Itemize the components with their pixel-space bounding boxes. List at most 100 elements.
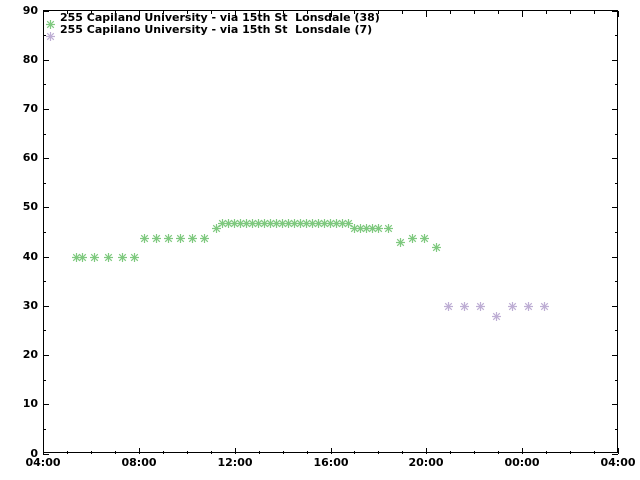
tick-mark — [522, 447, 523, 454]
tick-mark — [615, 380, 618, 381]
tick-mark — [211, 450, 212, 454]
tick-mark — [187, 10, 188, 14]
data-point-series-1 — [459, 296, 469, 312]
tick-mark — [43, 11, 49, 12]
tick-mark — [615, 35, 618, 36]
data-point-series-0 — [140, 228, 150, 243]
data-point-series-1 — [523, 296, 533, 312]
data-point-series-0 — [407, 228, 417, 243]
tick-mark — [426, 447, 427, 454]
y-tick-label: 20 — [22, 348, 38, 361]
tick-mark — [43, 232, 46, 233]
tick-mark — [474, 450, 475, 454]
tick-mark — [259, 10, 260, 14]
data-point-series-0 — [373, 218, 383, 233]
tick-mark — [612, 60, 618, 61]
tick-mark — [139, 447, 140, 454]
tick-mark — [43, 10, 44, 17]
data-point-series-0 — [254, 213, 264, 228]
data-point-series-0 — [152, 228, 162, 243]
tick-mark — [43, 429, 46, 430]
data-point-series-0 — [337, 213, 347, 228]
tick-mark — [402, 450, 403, 454]
tick-mark — [115, 10, 116, 14]
tick-mark — [570, 10, 571, 14]
legend: 255 Capilano University - via 15th St Lo… — [46, 12, 380, 41]
tick-mark — [283, 10, 284, 14]
tick-mark — [43, 380, 46, 381]
tick-mark — [354, 450, 355, 454]
tick-mark — [612, 207, 618, 208]
tick-mark — [43, 454, 49, 455]
tick-mark — [546, 10, 547, 14]
tick-mark — [615, 183, 618, 184]
tick-mark — [43, 404, 49, 405]
tick-mark — [615, 134, 618, 135]
tick-mark — [163, 450, 164, 454]
tick-mark — [187, 450, 188, 454]
tick-mark — [612, 306, 618, 307]
y-tick-label: 30 — [22, 299, 38, 312]
tick-mark — [67, 10, 68, 14]
tick-mark — [498, 450, 499, 454]
tick-mark — [570, 450, 571, 454]
x-tick-label: 00:00 — [504, 456, 540, 469]
tick-mark — [426, 10, 427, 17]
data-point-series-0 — [188, 228, 198, 243]
tick-mark — [43, 183, 46, 184]
data-point-series-0 — [383, 218, 393, 233]
data-point-series-0 — [104, 247, 114, 263]
tick-mark — [43, 60, 49, 61]
tick-mark — [331, 10, 332, 17]
x-tick-label: 08:00 — [121, 456, 157, 469]
tick-mark — [615, 281, 618, 282]
data-point-series-1 — [539, 296, 549, 312]
legend-entry-series-7: 255 Capilano University - via 15th St Lo… — [46, 23, 380, 41]
tick-mark — [612, 454, 618, 455]
tick-mark — [43, 84, 46, 85]
y-tick-label: 70 — [22, 102, 38, 115]
tick-mark — [615, 232, 618, 233]
data-point-series-1 — [475, 296, 485, 312]
tick-mark — [211, 10, 212, 14]
tick-mark — [307, 450, 308, 454]
tick-mark — [43, 158, 49, 159]
tick-mark — [612, 158, 618, 159]
tick-mark — [450, 10, 451, 14]
tick-mark — [115, 450, 116, 454]
tick-mark — [235, 447, 236, 454]
data-point-series-0 — [200, 228, 210, 243]
tick-mark — [612, 355, 618, 356]
y-tick-label: 0 — [30, 447, 38, 460]
legend-entry-series-38: 255 Capilano University - via 15th St Lo… — [46, 12, 380, 29]
tick-mark — [43, 134, 46, 135]
x-tick-label: 16:00 — [313, 456, 349, 469]
tick-mark — [43, 306, 49, 307]
y-tick-label: 40 — [22, 250, 38, 263]
tick-mark — [43, 281, 46, 282]
tick-mark — [546, 450, 547, 454]
y-tick-label: 80 — [22, 53, 38, 66]
data-point-series-0 — [218, 213, 228, 228]
data-point-series-0 — [331, 213, 341, 228]
tick-mark — [612, 109, 618, 110]
data-point-series-0 — [78, 247, 88, 263]
asterisk-marker-icon — [46, 14, 55, 29]
tick-mark — [43, 330, 46, 331]
tick-mark — [618, 10, 619, 17]
legend-label: 255 Capilano University - via 15th St Lo… — [60, 23, 373, 36]
data-point-series-0 — [90, 247, 100, 263]
tick-mark — [378, 10, 379, 14]
tick-mark — [43, 355, 49, 356]
y-tick-label: 60 — [22, 151, 38, 164]
asterisk-marker-icon — [46, 26, 55, 41]
tick-mark — [378, 450, 379, 454]
tick-mark — [163, 10, 164, 14]
data-point-series-1 — [443, 296, 453, 312]
plot-area-border — [43, 10, 618, 453]
tick-mark — [615, 330, 618, 331]
tick-mark — [612, 404, 618, 405]
x-tick-label: 20:00 — [408, 456, 444, 469]
data-point-series-0 — [176, 228, 186, 243]
